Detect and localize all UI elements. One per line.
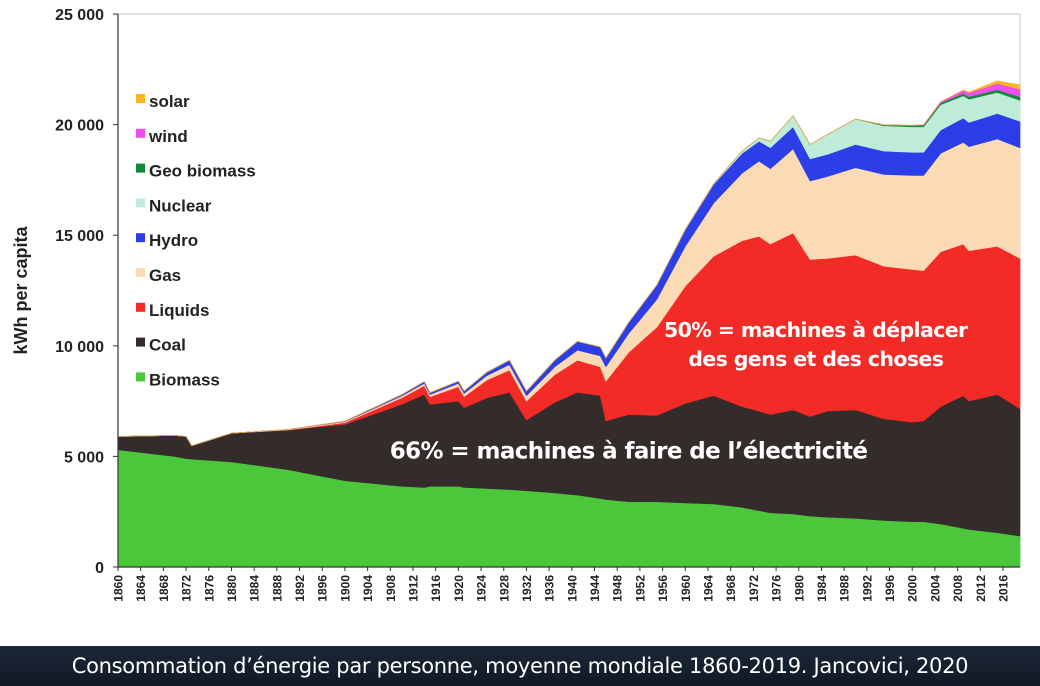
x-tick-label: 1868 bbox=[157, 575, 171, 602]
x-tick-label: 1932 bbox=[520, 575, 534, 602]
annotation-liquids_note: 50% = machines à déplacer bbox=[664, 318, 969, 342]
x-tick-label: 1908 bbox=[384, 575, 398, 602]
x-tick-label: 2012 bbox=[974, 575, 988, 602]
x-tick-label: 1920 bbox=[452, 575, 466, 602]
y-tick-label: 0 bbox=[95, 560, 104, 577]
x-tick-label: 1900 bbox=[338, 575, 352, 602]
legend-swatch-gas bbox=[136, 268, 145, 277]
legend-swatch-biomass bbox=[136, 372, 145, 382]
x-tick-label: 1916 bbox=[429, 575, 443, 602]
annotation-liquids_note: des gens et des choses bbox=[688, 347, 944, 371]
y-tick-label: 20 000 bbox=[55, 118, 104, 135]
x-tick-label: 1960 bbox=[679, 575, 693, 602]
legend-label-geo-biomass: Geo biomass bbox=[149, 162, 256, 181]
energy-chart: 0 5 000 10 000 15 000 20 000 25 000 kWh per ca… bbox=[11, 7, 1021, 602]
x-tick-label: 1956 bbox=[656, 575, 670, 602]
x-tick-label: 1876 bbox=[202, 575, 216, 602]
annotation-coal_note: 66% = machines à faire de l’électricité bbox=[390, 439, 868, 465]
x-tick-label: 1888 bbox=[270, 575, 284, 602]
x-tick-label: 1864 bbox=[134, 575, 148, 602]
x-tick-label: 1944 bbox=[588, 575, 602, 602]
x-tick-label: 1952 bbox=[633, 575, 647, 602]
x-tick-label: 2008 bbox=[951, 575, 965, 602]
legend-label-gas: Gas bbox=[149, 266, 181, 285]
legend-label-hydro: Hydro bbox=[149, 231, 198, 250]
y-tick-label: 10 000 bbox=[55, 339, 104, 356]
legend-label-liquids: Liquids bbox=[149, 301, 209, 320]
y-tick-label: 25 000 bbox=[55, 7, 104, 24]
legend-label-biomass: Biomass bbox=[149, 370, 220, 389]
x-tick-label: 1964 bbox=[701, 575, 715, 602]
legend-label-wind: wind bbox=[148, 127, 188, 146]
legend-swatch-nuclear bbox=[136, 198, 145, 208]
x-tick-label: 1968 bbox=[724, 575, 738, 602]
x-tick-label: 1940 bbox=[565, 575, 579, 602]
y-tick-label: 15 000 bbox=[55, 228, 104, 245]
y-tick-label: 5 000 bbox=[64, 449, 104, 466]
figure-caption: Consommation d’énergie par personne, moy… bbox=[0, 646, 1040, 686]
x-tick-label: 1892 bbox=[293, 575, 307, 602]
chart-panel: 0 5 000 10 000 15 000 20 000 25 000 kWh per ca… bbox=[0, 0, 1040, 646]
legend-label-nuclear: Nuclear bbox=[149, 196, 212, 215]
x-tick-label: 1972 bbox=[747, 575, 761, 602]
x-tick-label: 1872 bbox=[180, 575, 194, 602]
x-tick-label: 1948 bbox=[611, 575, 625, 602]
legend-swatch-coal bbox=[136, 337, 145, 347]
x-tick-label: 1980 bbox=[792, 575, 806, 602]
x-tick-label: 1904 bbox=[361, 575, 375, 602]
legend-label-solar: solar bbox=[149, 92, 190, 111]
x-tick-label: 2000 bbox=[906, 575, 920, 602]
x-tick-label: 1912 bbox=[406, 575, 420, 602]
x-tick-label: 1896 bbox=[316, 575, 330, 602]
x-tick-label: 1928 bbox=[497, 575, 511, 602]
legend-swatch-hydro bbox=[136, 233, 145, 243]
x-tick-label: 1984 bbox=[815, 575, 829, 602]
x-tick-label: 1992 bbox=[860, 575, 874, 602]
x-tick-label: 1996 bbox=[883, 575, 897, 602]
series-area-solar bbox=[117, 80, 1021, 447]
x-tick-label: 1936 bbox=[543, 575, 557, 602]
legend-swatch-geo-biomass bbox=[136, 163, 145, 173]
legend-swatch-liquids bbox=[136, 302, 145, 312]
x-tick-label: 1880 bbox=[225, 575, 239, 602]
x-tick-label: 2016 bbox=[996, 575, 1010, 602]
x-tick-label: 1976 bbox=[770, 575, 784, 602]
x-tick-label: 1924 bbox=[475, 575, 489, 602]
x-tick-label: 1884 bbox=[248, 575, 262, 602]
legend-swatch-wind bbox=[136, 128, 145, 138]
x-tick-label: 2004 bbox=[928, 575, 942, 602]
x-tick-label: 1988 bbox=[838, 575, 852, 602]
y-axis-label: kWh per capita bbox=[11, 225, 31, 354]
legend-label-coal: Coal bbox=[149, 336, 186, 355]
x-tick-label: 1860 bbox=[112, 575, 126, 602]
legend-swatch-solar bbox=[136, 94, 145, 103]
